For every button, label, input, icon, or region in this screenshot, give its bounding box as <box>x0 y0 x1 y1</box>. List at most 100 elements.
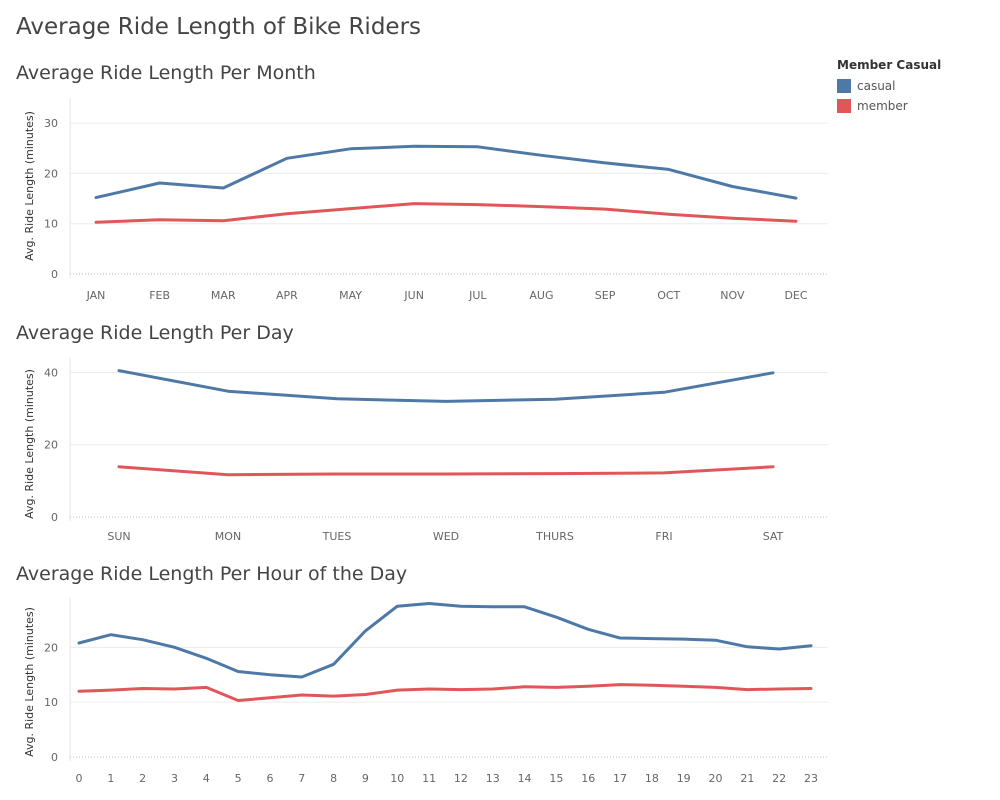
data-point-casual[interactable] <box>225 388 231 394</box>
data-point-member[interactable] <box>76 688 82 694</box>
y-tick-label: 10 <box>44 696 58 709</box>
data-point-casual[interactable] <box>585 626 591 632</box>
data-point-member[interactable] <box>585 683 591 689</box>
data-point-casual[interactable] <box>649 636 655 642</box>
x-tick-label: 7 <box>298 772 305 785</box>
data-point-member[interactable] <box>348 206 354 212</box>
data-point-casual[interactable] <box>172 644 178 650</box>
data-point-casual[interactable] <box>602 160 608 166</box>
data-point-member[interactable] <box>140 686 146 692</box>
x-tick-label: 13 <box>486 772 500 785</box>
series-line-member[interactable] <box>117 465 775 477</box>
data-point-casual[interactable] <box>235 669 241 675</box>
data-point-casual[interactable] <box>411 143 417 149</box>
data-point-member[interactable] <box>394 687 400 693</box>
data-point-casual[interactable] <box>362 628 368 634</box>
data-point-casual[interactable] <box>475 144 481 150</box>
data-point-casual[interactable] <box>539 152 545 158</box>
data-point-member[interactable] <box>284 211 290 217</box>
data-point-casual[interactable] <box>334 396 340 402</box>
series-line-member[interactable] <box>77 683 813 702</box>
data-point-casual[interactable] <box>617 635 623 641</box>
data-point-member[interactable] <box>602 206 608 212</box>
data-point-casual[interactable] <box>681 636 687 642</box>
data-point-member[interactable] <box>426 686 432 692</box>
data-point-casual[interactable] <box>793 195 799 201</box>
data-point-member[interactable] <box>617 682 623 688</box>
data-point-member[interactable] <box>411 201 417 207</box>
data-point-member[interactable] <box>552 471 558 477</box>
data-point-member[interactable] <box>808 686 814 692</box>
data-point-member[interactable] <box>334 471 340 477</box>
data-point-casual[interactable] <box>108 632 114 638</box>
data-point-casual[interactable] <box>522 604 528 610</box>
data-point-member[interactable] <box>729 215 735 221</box>
data-point-casual[interactable] <box>744 644 750 650</box>
data-point-member[interactable] <box>490 686 496 692</box>
x-tick-label: SEP <box>595 289 616 302</box>
data-point-member[interactable] <box>522 684 528 690</box>
data-point-casual[interactable] <box>443 398 449 404</box>
series-line-casual[interactable] <box>117 369 775 403</box>
series-line-member[interactable] <box>94 202 798 224</box>
data-point-member[interactable] <box>553 684 559 690</box>
data-point-member[interactable] <box>713 684 719 690</box>
data-point-casual[interactable] <box>552 396 558 402</box>
data-point-member[interactable] <box>666 211 672 217</box>
data-point-member[interactable] <box>458 687 464 693</box>
data-point-casual[interactable] <box>553 614 559 620</box>
data-point-member[interactable] <box>362 692 368 698</box>
data-point-member[interactable] <box>331 693 337 699</box>
data-point-casual[interactable] <box>76 640 82 646</box>
data-point-member[interactable] <box>793 218 799 224</box>
x-tick-label: JAN <box>86 289 106 302</box>
data-point-member[interactable] <box>475 202 481 208</box>
data-point-casual[interactable] <box>666 166 672 172</box>
data-point-member[interactable] <box>235 698 241 704</box>
data-point-member[interactable] <box>220 218 226 224</box>
data-point-member[interactable] <box>770 464 776 470</box>
data-point-casual[interactable] <box>394 603 400 609</box>
series-line-casual[interactable] <box>94 144 798 200</box>
data-point-casual[interactable] <box>490 604 496 610</box>
data-point-casual[interactable] <box>284 155 290 161</box>
data-point-casual[interactable] <box>267 672 273 678</box>
data-point-casual[interactable] <box>220 185 226 191</box>
data-point-member[interactable] <box>116 464 122 470</box>
data-point-member[interactable] <box>443 471 449 477</box>
data-point-casual[interactable] <box>157 180 163 186</box>
data-point-member[interactable] <box>267 695 273 701</box>
data-point-casual[interactable] <box>331 661 337 667</box>
legend-item-member[interactable]: member <box>837 96 941 116</box>
data-point-casual[interactable] <box>116 368 122 374</box>
data-point-casual[interactable] <box>776 646 782 652</box>
data-point-casual[interactable] <box>661 389 667 395</box>
data-point-casual[interactable] <box>770 370 776 376</box>
data-point-casual[interactable] <box>93 195 99 201</box>
data-point-member[interactable] <box>225 472 231 478</box>
legend-item-casual[interactable]: casual <box>837 76 941 96</box>
data-point-member[interactable] <box>681 683 687 689</box>
data-point-member[interactable] <box>649 682 655 688</box>
data-point-member[interactable] <box>776 686 782 692</box>
data-point-member[interactable] <box>539 204 545 210</box>
data-point-casual[interactable] <box>426 601 432 607</box>
data-point-member[interactable] <box>108 687 114 693</box>
data-point-member[interactable] <box>203 684 209 690</box>
data-point-casual[interactable] <box>203 655 209 661</box>
data-point-member[interactable] <box>744 687 750 693</box>
series-line-casual[interactable] <box>77 602 813 679</box>
data-point-casual[interactable] <box>140 637 146 643</box>
data-point-member[interactable] <box>172 686 178 692</box>
x-tick-label: APR <box>276 289 298 302</box>
data-point-casual[interactable] <box>808 643 814 649</box>
data-point-member[interactable] <box>157 217 163 223</box>
data-point-member[interactable] <box>661 470 667 476</box>
data-point-casual[interactable] <box>458 603 464 609</box>
data-point-casual[interactable] <box>713 637 719 643</box>
data-point-member[interactable] <box>299 692 305 698</box>
data-point-casual[interactable] <box>299 674 305 680</box>
data-point-casual[interactable] <box>729 184 735 190</box>
data-point-member[interactable] <box>93 219 99 225</box>
data-point-casual[interactable] <box>348 146 354 152</box>
